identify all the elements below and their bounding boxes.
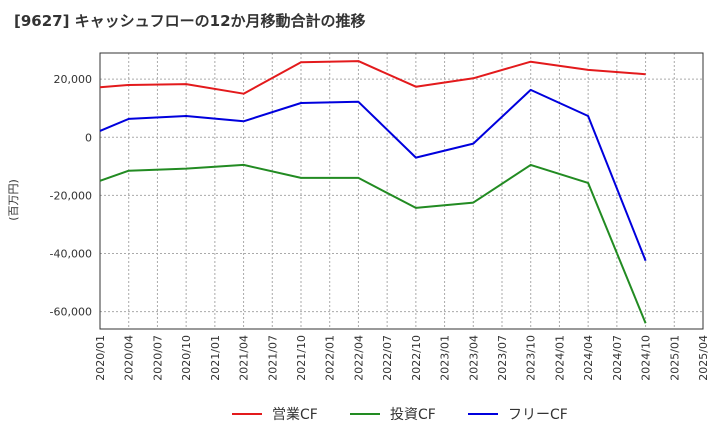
- series-line: [99, 60, 646, 95]
- x-tick-label: 2021/04: [238, 335, 251, 381]
- legend: 営業CF 投資CF フリーCF: [232, 407, 568, 423]
- x-tick-label: 2022/01: [324, 335, 337, 381]
- y-axis-label: (百万円): [7, 179, 20, 221]
- y-tick-label: -40,000: [50, 247, 92, 260]
- x-tick-label: 2023/01: [439, 335, 452, 381]
- x-tick-label: 2020/10: [180, 335, 193, 381]
- plot-area: [99, 52, 704, 330]
- x-tick-label: 2023/10: [525, 335, 538, 381]
- x-tick-label: 2020/07: [151, 335, 164, 381]
- x-tick-label: 2025/04: [697, 335, 710, 381]
- x-tick-label: 2024/04: [582, 335, 595, 381]
- x-tick-label: 2023/04: [467, 335, 480, 381]
- x-tick-label: 2020/01: [94, 335, 107, 381]
- x-tick-label: 2022/04: [352, 335, 365, 381]
- x-tick-label: 2020/04: [123, 335, 136, 381]
- x-tick-label: 2021/07: [266, 335, 279, 381]
- x-tick-label: 2022/10: [410, 335, 423, 381]
- legend-label: 投資CF: [390, 407, 436, 423]
- y-tick-label: -20,000: [50, 189, 92, 202]
- y-tick-label: 20,000: [54, 73, 93, 86]
- chart-title: [9627] キャッシュフローの12か月移動合計の推移: [14, 12, 366, 30]
- y-axis-ticks: 20,000 0 -20,000 -40,000 -60,000: [50, 73, 92, 318]
- x-tick-label: 2024/10: [640, 335, 653, 381]
- series-line: [99, 88, 647, 262]
- x-tick-label: 2025/01: [668, 335, 681, 381]
- series-line: [99, 163, 647, 324]
- legend-label: 営業CF: [272, 407, 318, 423]
- x-tick-label: 2021/01: [209, 335, 222, 381]
- x-tick-label: 2022/07: [381, 335, 394, 381]
- legend-label: フリーCF: [508, 407, 568, 423]
- grid-layer: [99, 53, 704, 329]
- y-tick-label: 0: [85, 131, 92, 144]
- series-layer: [99, 60, 647, 324]
- x-tick-label: 2023/07: [496, 335, 509, 381]
- y-tick-label: -60,000: [50, 306, 92, 319]
- x-tick-label: 2024/07: [611, 335, 624, 381]
- x-tick-label: 2021/10: [295, 335, 308, 381]
- x-tick-label: 2024/01: [553, 335, 566, 381]
- x-axis-ticks: 2020/01 2020/04 2020/07 2020/10 2021/01 2021/…: [94, 335, 710, 381]
